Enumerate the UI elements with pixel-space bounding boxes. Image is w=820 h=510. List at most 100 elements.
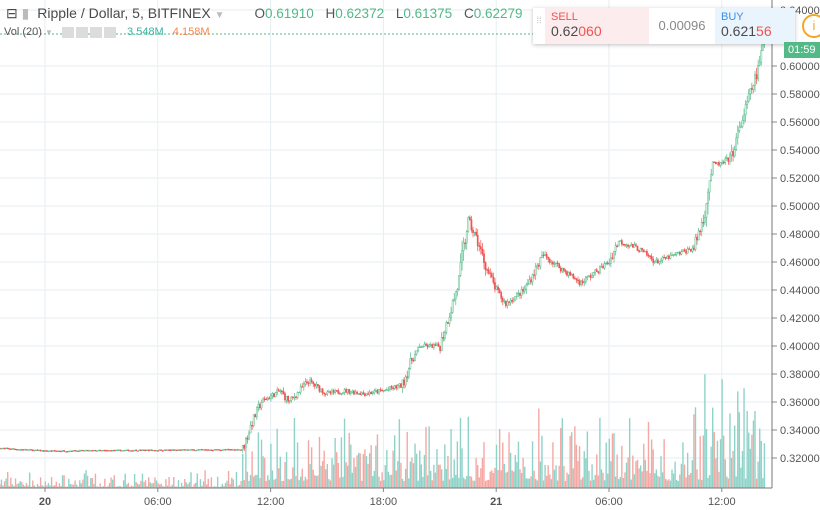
volume-bar <box>284 462 286 488</box>
settings-icon[interactable] <box>75 26 88 38</box>
candle-body <box>584 277 587 283</box>
volume-bar <box>276 428 278 488</box>
volume-bar <box>93 483 95 488</box>
candle-body <box>453 298 456 301</box>
volume-bar <box>398 419 401 488</box>
candle-body <box>658 261 661 264</box>
sell-button[interactable]: SELL 0.62060 <box>545 8 649 44</box>
move-icon[interactable] <box>89 26 102 38</box>
candle-body <box>638 250 640 252</box>
candle-body <box>512 299 515 302</box>
volume-bar <box>25 483 28 488</box>
volume-bar <box>364 449 366 488</box>
candle-body <box>161 450 164 452</box>
candle-body <box>610 257 612 264</box>
volume-bar <box>115 486 117 488</box>
volume-bar <box>334 438 336 488</box>
candle-body <box>533 274 535 276</box>
volume-bar <box>525 478 527 488</box>
volume-bar <box>260 439 263 488</box>
volume-bar <box>666 480 668 488</box>
candle-body <box>337 390 340 394</box>
candle-body <box>180 449 183 451</box>
volume-bar <box>285 452 288 488</box>
volume-bar <box>296 442 299 488</box>
candle-body <box>479 246 482 250</box>
drag-handle-icon[interactable]: ⁞⁞ <box>533 8 545 44</box>
candle-body <box>646 251 648 256</box>
candle-body <box>172 449 175 451</box>
buy-button[interactable]: BUY 0.62156 <box>715 8 795 44</box>
candle-body <box>302 383 305 388</box>
candle-body <box>274 392 277 398</box>
volume-bar <box>419 450 421 488</box>
volume-bar <box>705 429 708 488</box>
candle-body <box>285 395 288 401</box>
collapse-icon[interactable]: ⊟ <box>6 5 18 21</box>
volume-bar <box>707 477 709 488</box>
candle-body <box>616 245 618 247</box>
candle-body <box>534 266 537 276</box>
volume-bar <box>729 413 731 488</box>
volume-bar <box>69 484 72 488</box>
candle-body <box>525 284 528 290</box>
candle-body <box>304 381 307 385</box>
candle-body <box>241 444 244 451</box>
volume-bar <box>710 446 712 488</box>
volume-label[interactable]: Vol (20) <box>4 26 42 38</box>
candle-body <box>625 244 628 247</box>
candle-body <box>705 203 708 218</box>
volume-bar <box>643 443 645 488</box>
candle-body <box>752 85 755 90</box>
candle-body <box>119 449 122 452</box>
candle-body <box>580 280 582 285</box>
candle-body <box>381 390 383 392</box>
volume-bar <box>55 481 57 488</box>
volume-bar <box>527 478 529 488</box>
candle-body <box>342 392 344 394</box>
candle-body <box>371 392 374 394</box>
candle-body <box>132 450 134 452</box>
volume-bar <box>90 477 92 488</box>
candle-body <box>373 390 376 394</box>
chevron-down-icon[interactable]: ▼ <box>44 28 53 37</box>
candle-body <box>22 449 25 451</box>
candle-body <box>329 391 332 394</box>
candle-body <box>630 243 633 246</box>
candle-body <box>24 449 26 451</box>
candle-body <box>442 337 445 339</box>
volume-bar <box>497 470 499 488</box>
volume-bar <box>522 457 524 488</box>
candle-body <box>420 346 423 348</box>
volume-bar <box>234 486 236 488</box>
volume-bar <box>348 432 350 488</box>
volume-bar <box>646 470 648 488</box>
volume-bar <box>624 472 626 488</box>
volume-bar <box>282 480 285 488</box>
candle-body <box>27 449 29 451</box>
candle-body <box>486 269 488 271</box>
candle-body <box>666 255 669 259</box>
candle-body <box>473 231 476 234</box>
candle-body <box>291 396 294 399</box>
symbol-title[interactable]: Ripple / Dollar, 5, BITFINEX <box>37 5 211 21</box>
close-icon[interactable] <box>103 26 116 38</box>
flag-icon[interactable]: ▮ <box>21 5 30 21</box>
candle-body <box>384 389 387 392</box>
volume-bar <box>600 469 603 488</box>
chevron-down-icon[interactable]: ▼ <box>214 10 225 21</box>
candle-body <box>318 385 321 392</box>
candle-body <box>287 395 289 402</box>
candle-body <box>760 50 763 64</box>
visibility-icon[interactable] <box>61 26 74 38</box>
volume-bar <box>38 485 40 488</box>
volume-bar <box>306 479 308 488</box>
candle-body <box>122 450 125 452</box>
volume-bar <box>49 485 51 488</box>
info-icon[interactable]: i <box>802 14 820 38</box>
volume-bar <box>169 486 172 488</box>
candle-body <box>428 344 430 348</box>
candle-body <box>436 343 438 346</box>
